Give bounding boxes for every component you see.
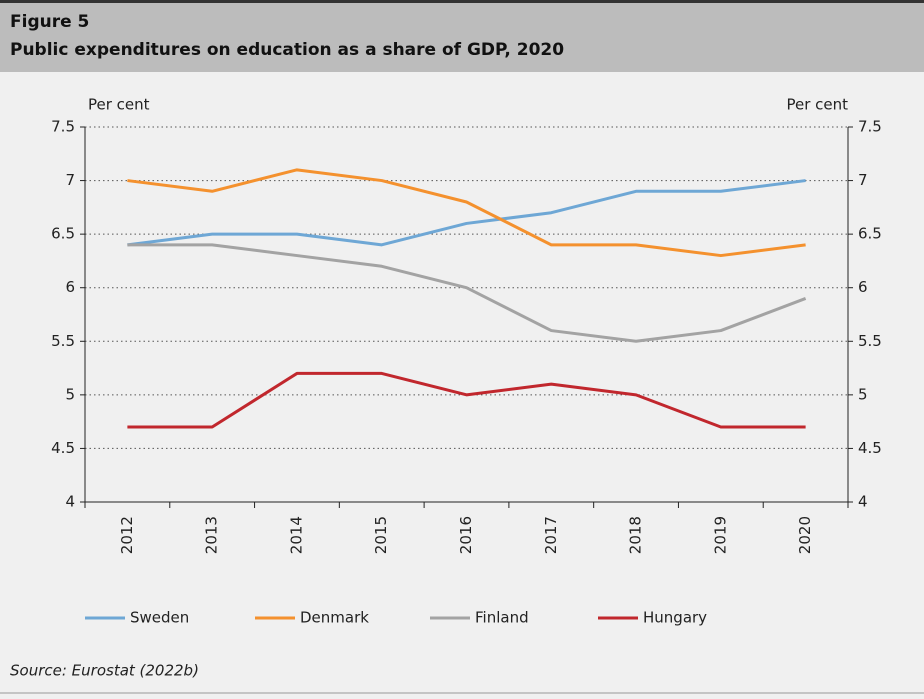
y2-tick-label: 5.5: [858, 332, 882, 350]
source: Source: Eurostat (2022b): [10, 662, 199, 680]
y-tick-label: 7.5: [51, 118, 75, 136]
x-tick-label: 2014: [287, 516, 305, 554]
y-tick-label: 5.5: [51, 332, 75, 350]
y2-tick-label: 6: [858, 278, 868, 296]
x-tick-label: 2015: [372, 516, 390, 554]
x-tick-label: 2017: [542, 516, 560, 554]
y2-axis-label: Per cent: [786, 96, 848, 114]
x-tick-label: 2019: [711, 516, 729, 554]
legend-label: Hungary: [643, 609, 707, 627]
y2-tick-label: 4.5: [858, 439, 882, 457]
x-tick-label: 2012: [118, 516, 136, 554]
legend-label: Finland: [475, 609, 529, 627]
series-line: [127, 179, 806, 247]
y-tick-label: 6.5: [51, 225, 75, 243]
y-tick-label: 4.5: [51, 439, 75, 457]
legend-label: Denmark: [300, 609, 369, 627]
x-tick-label: 2016: [457, 516, 475, 554]
y-tick-label: 4: [65, 493, 75, 511]
x-tick-label: 2013: [203, 516, 221, 554]
y-axis-label: Per cent: [88, 96, 150, 114]
x-tick-label: 2018: [627, 516, 645, 554]
series-line: [127, 243, 807, 343]
header-band: [0, 0, 924, 72]
y2-tick-label: 5: [858, 385, 868, 403]
series-line: [127, 371, 806, 429]
y2-tick-label: 6.5: [858, 225, 882, 243]
series-line: [127, 168, 806, 258]
chart-subtitle: Public expenditures on education as a sh…: [10, 40, 564, 60]
x-tick-label: 2020: [796, 516, 814, 554]
y2-tick-label: 7: [858, 171, 868, 189]
y-tick-label: 7: [65, 171, 75, 189]
chart-title: Figure 5: [10, 12, 89, 32]
y-tick-label: 6: [65, 278, 75, 296]
y2-tick-label: 4: [858, 493, 868, 511]
y2-tick-label: 7.5: [858, 118, 882, 136]
y-tick-label: 5: [65, 385, 75, 403]
legend-label: Sweden: [130, 609, 189, 627]
